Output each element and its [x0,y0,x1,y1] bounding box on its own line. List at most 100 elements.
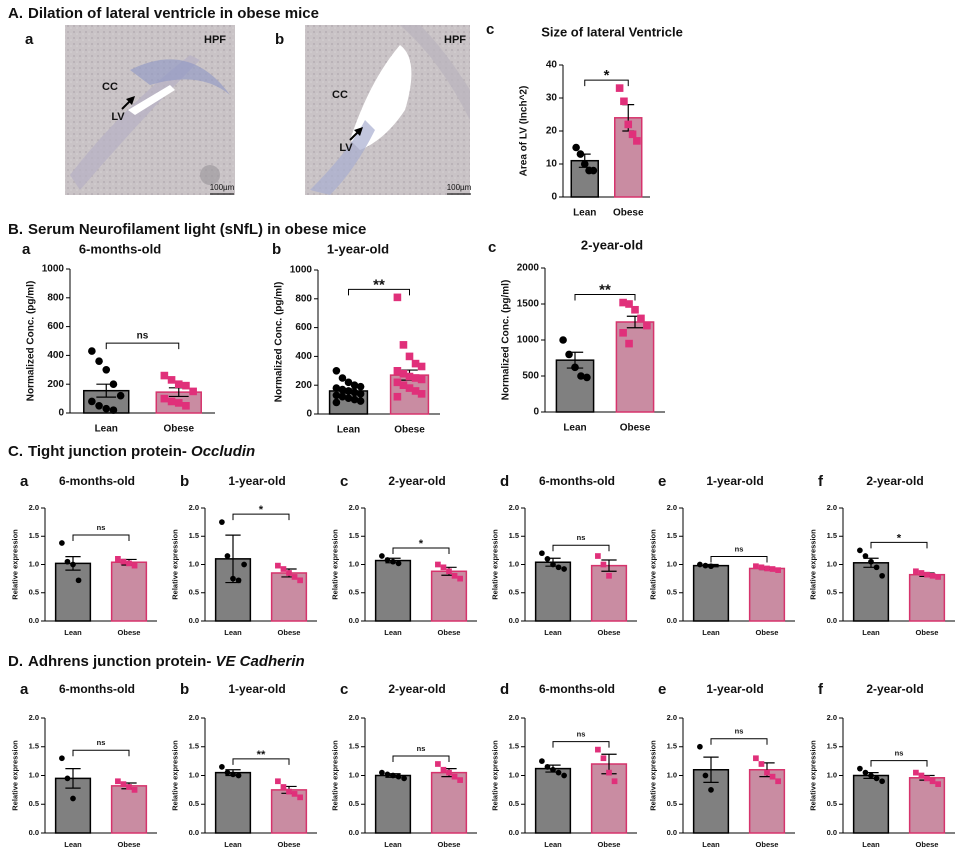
panel-letter: c [486,21,494,38]
y-axis-label: Relative expression [171,740,180,811]
data-point [88,347,96,355]
y-tick-label: 1.5 [29,742,39,751]
chart-title: 2-year-old [866,474,923,488]
y-tick-label: 600 [47,321,64,332]
data-point [857,765,863,772]
error-bar [65,768,81,789]
x-tick-label: Obese [613,208,644,219]
data-point [174,380,183,388]
significance-bracket [710,556,768,563]
section-title-italic: Occludin [191,443,255,460]
data-point [126,560,132,567]
data-point [182,381,190,390]
data-point [59,540,65,546]
y-tick-label: 500 [522,371,539,382]
data-point [583,373,591,382]
y-tick-label: 200 [47,379,64,390]
data-point [174,399,183,407]
data-point [561,566,567,572]
chart-title: Size of lateral Ventricle [541,24,683,39]
data-point [769,566,776,572]
data-point [580,160,589,168]
y-tick-label: 0.5 [509,799,519,808]
data-point [167,397,176,406]
data-point [70,795,76,802]
data-point [393,378,402,387]
data-point [390,558,396,565]
significance-bracket [348,288,410,296]
panel-letter: c [340,473,348,490]
data-point [411,387,420,395]
data-point [297,794,303,801]
data-point [753,563,759,570]
data-point [384,557,391,563]
x-tick-label: Obese [916,628,939,637]
data-point [606,769,612,776]
data-point [131,562,138,569]
significance-bracket [392,755,450,762]
data-point [344,378,353,387]
data-point [59,755,65,762]
y-axis-label: Normalized Conc. (pg/ml) [501,280,512,401]
panel-letter: c [340,681,348,698]
y-tick-label: 0.5 [29,588,39,597]
data-point [435,761,441,767]
data-point [913,769,919,776]
y-tick-label: 30 [546,93,558,104]
data-point [417,375,426,384]
x-tick-label: Lean [862,628,880,637]
significance-label: * [897,532,902,544]
y-axis-label: Relative expression [809,740,818,811]
data-point [624,120,633,129]
y-tick-label: 0.0 [509,616,519,625]
x-tick-label: Lean [862,840,880,849]
data-point [559,336,567,344]
data-point [619,298,627,307]
data-point [929,778,936,785]
panel-letter: d [500,473,509,490]
data-point [356,382,365,391]
data-point [606,572,612,579]
data-point [918,772,925,779]
y-tick-label: 1.5 [29,531,39,540]
data-point [539,550,545,557]
data-point [224,553,231,559]
x-tick-label: Lean [544,840,562,849]
data-point [411,374,420,382]
x-tick-label: Obese [916,840,939,849]
data-point [379,769,385,776]
data-point [401,775,407,782]
data-point [70,561,76,568]
data-point [576,150,585,158]
data-point [868,772,874,779]
data-point [95,402,103,410]
significance-bracket [710,738,768,745]
data-point [399,369,408,378]
chart-title: 1-year-old [327,241,389,256]
data-point [338,385,347,394]
data-point [615,84,624,92]
data-point [457,575,463,582]
data-point [555,564,562,571]
data-point [544,556,551,562]
y-axis-label: Relative expression [11,529,20,600]
significance-label: * [604,67,610,84]
panel-letter: b [272,241,281,258]
y-tick-label: 0.5 [189,588,199,597]
data-point [758,761,765,767]
data-point [399,341,408,349]
y-tick-label: 1.0 [509,559,519,568]
y-axis-label: Normalized Conc. (pg/ml) [274,282,285,403]
data-point [451,773,458,780]
significance-label: ns [577,533,586,542]
y-tick-label: 0 [551,192,557,203]
data-point [219,764,225,770]
y-tick-label: 1.0 [827,559,837,568]
data-point [697,561,703,568]
y-tick-label: 1000 [42,264,65,275]
y-tick-label: 2.0 [349,503,359,512]
data-point [879,778,885,785]
chart-title: 1-year-old [228,474,285,488]
data-point [338,392,347,401]
